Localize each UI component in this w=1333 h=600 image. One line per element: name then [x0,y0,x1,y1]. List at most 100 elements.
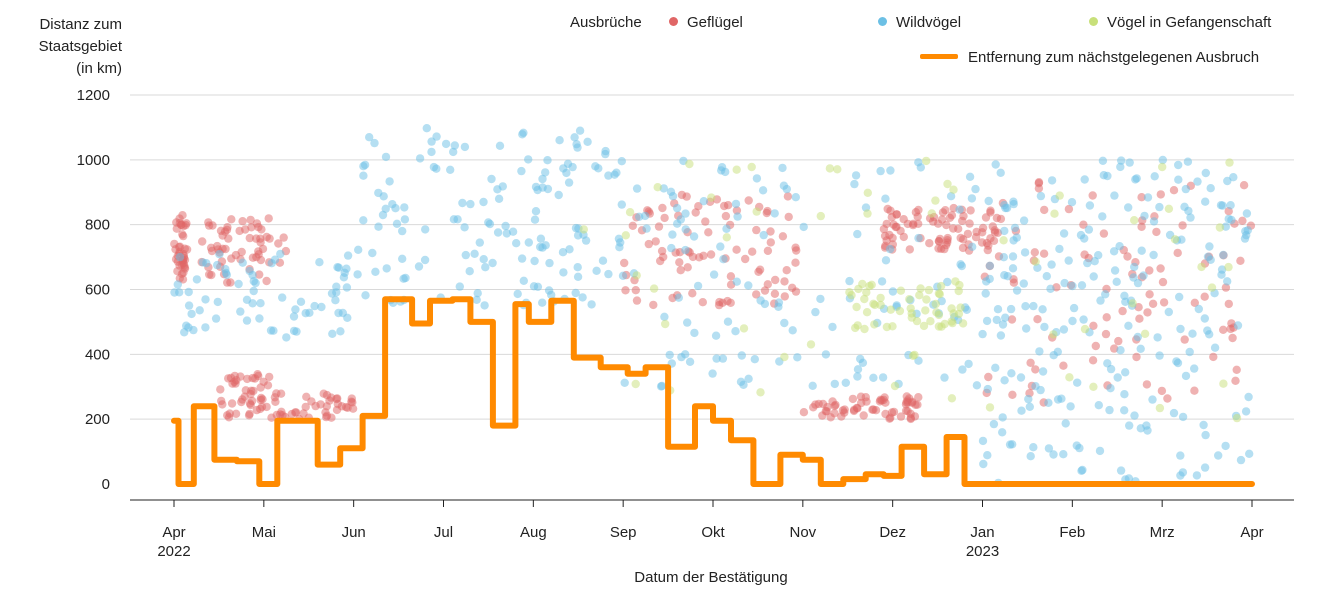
scatter-point-wildvogel [711,331,721,340]
scatter-point-geflugel [216,385,225,394]
scatter-point-geflugel [1137,222,1146,231]
scatter-point-wildvogel [583,137,592,146]
scatter-point-wildvogel [946,192,956,201]
scatter-point-gefangenschaft [631,379,640,389]
scatter-point-wildvogel [282,333,291,342]
scatter-point-wildvogel [1120,406,1129,415]
y-tick-label: 1200 [77,87,110,104]
scatter-point-geflugel [207,270,216,280]
scatter-point-geflugel [698,298,707,307]
scatter-point-geflugel [256,395,265,405]
scatter-point-gefangenschaft [949,185,958,194]
scatter-point-geflugel [903,219,912,229]
scatter-point-wildvogel [615,243,624,252]
scatter-point-wildvogel [998,428,1007,437]
legend-label: Geflügel [687,14,743,31]
scatter-point-wildvogel [983,451,992,460]
scatter-point-wildvogel [1143,193,1153,202]
scatter-point-wildvogel [1055,244,1064,254]
scatter-point-wildvogel [1002,203,1012,213]
scatter-point-wildvogel [1064,256,1073,265]
scatter-point-geflugel [676,266,685,275]
scatter-point-wildvogel [495,141,505,150]
scatter-point-wildvogel [750,355,759,364]
scatter-point-geflugel [668,293,677,303]
scatter-point-wildvogel [1094,401,1104,410]
scatter-point-geflugel [178,275,188,284]
scatter-point-wildvogel [869,373,878,382]
scatter-point-wildvogel [305,308,314,317]
scatter-point-wildvogel [342,283,352,292]
scatter-point-geflugel [343,403,352,412]
scatter-point-wildvogel [722,224,731,233]
scatter-point-wildvogel [1175,292,1184,302]
scatter-point-geflugel [222,225,232,235]
scatter-point-wildvogel [587,300,596,309]
scatter-point-wildvogel [1142,421,1151,430]
scatter-point-wildvogel [1186,213,1195,222]
scatter-point-wildvogel [1072,441,1082,450]
scatter-point-gefangenschaft [707,193,716,202]
scatter-point-wildvogel [575,126,585,135]
scatter-point-wildvogel [617,157,626,166]
scatter-point-wildvogel [1010,223,1020,233]
scatter-point-geflugel [301,402,310,412]
scatter-point-wildvogel [310,301,319,311]
scatter-point-wildvogel [1000,226,1009,236]
scatter-point-wildvogel [519,276,528,285]
scatter-point-geflugel [1088,356,1098,365]
scatter-point-geflugel [1114,336,1123,346]
scatter-point-wildvogel [1125,421,1134,430]
scatter-point-wildvogel [881,256,891,265]
scatter-point-geflugel [1190,386,1199,395]
scatter-point-geflugel [1200,292,1209,301]
scatter-point-gefangenschaft [685,159,694,169]
x-tick-label: Jun [342,524,366,541]
scatter-point-wildvogel [1066,402,1075,411]
scatter-point-gefangenschaft [931,299,940,309]
scatter-point-wildvogel [291,305,300,314]
scatter-point-geflugel [963,229,973,239]
scatter-point-wildvogel [1085,201,1095,210]
scatter-point-gefangenschaft [860,294,869,304]
scatter-point-wildvogel [1061,419,1070,428]
scatter-point-geflugel [986,234,995,243]
scatter-point-wildvogel [1012,233,1021,242]
scatter-point-wildvogel [1001,313,1010,322]
scatter-point-wildvogel [1068,281,1077,291]
x-tick-label: Jan [970,524,994,541]
scatter-point-wildvogel [618,271,628,280]
scatter-point-wildvogel [578,293,587,302]
scatter-point-wildvogel [449,147,458,157]
scatter-point-wildvogel [778,163,787,173]
scatter-point-wildvogel [1049,351,1058,360]
scatter-point-gefangenschaft [1207,283,1217,292]
scatter-point-geflugel [262,232,271,242]
scatter-point-wildvogel [541,241,550,250]
scatter-point-geflugel [1034,178,1044,187]
scatter-point-geflugel [1123,252,1132,261]
scatter-point-wildvogel [877,277,887,286]
scatter-point-wildvogel [392,219,402,228]
scatter-point-wildvogel [841,378,850,387]
scatter-point-wildvogel [192,275,202,284]
scatter-point-wildvogel [187,309,196,319]
scatter-point-gefangenschaft [949,309,958,318]
scatter-point-wildvogel [292,327,301,336]
scatter-point-geflugel [791,258,800,267]
scatter-point-gefangenschaft [845,288,854,297]
scatter-point-geflugel [256,238,265,247]
scatter-point-wildvogel [213,297,222,307]
scatter-point-wildvogel [475,238,484,247]
y-tick-label: 600 [85,282,110,299]
scatter-point-geflugel [677,190,687,200]
scatter-point-wildvogel [1176,451,1185,460]
legend-label: Entfernung zum nächstgelegenen Ausbruch [968,49,1260,66]
scatter-point-geflugel [732,206,742,215]
scatter-point-geflugel [780,277,789,286]
scatter-point-geflugel [889,407,899,417]
scatter-point-wildvogel [666,187,676,196]
scatter-point-wildvogel [249,277,258,286]
scatter-point-wildvogel [1243,226,1253,235]
scatter-point-geflugel [1145,290,1154,299]
